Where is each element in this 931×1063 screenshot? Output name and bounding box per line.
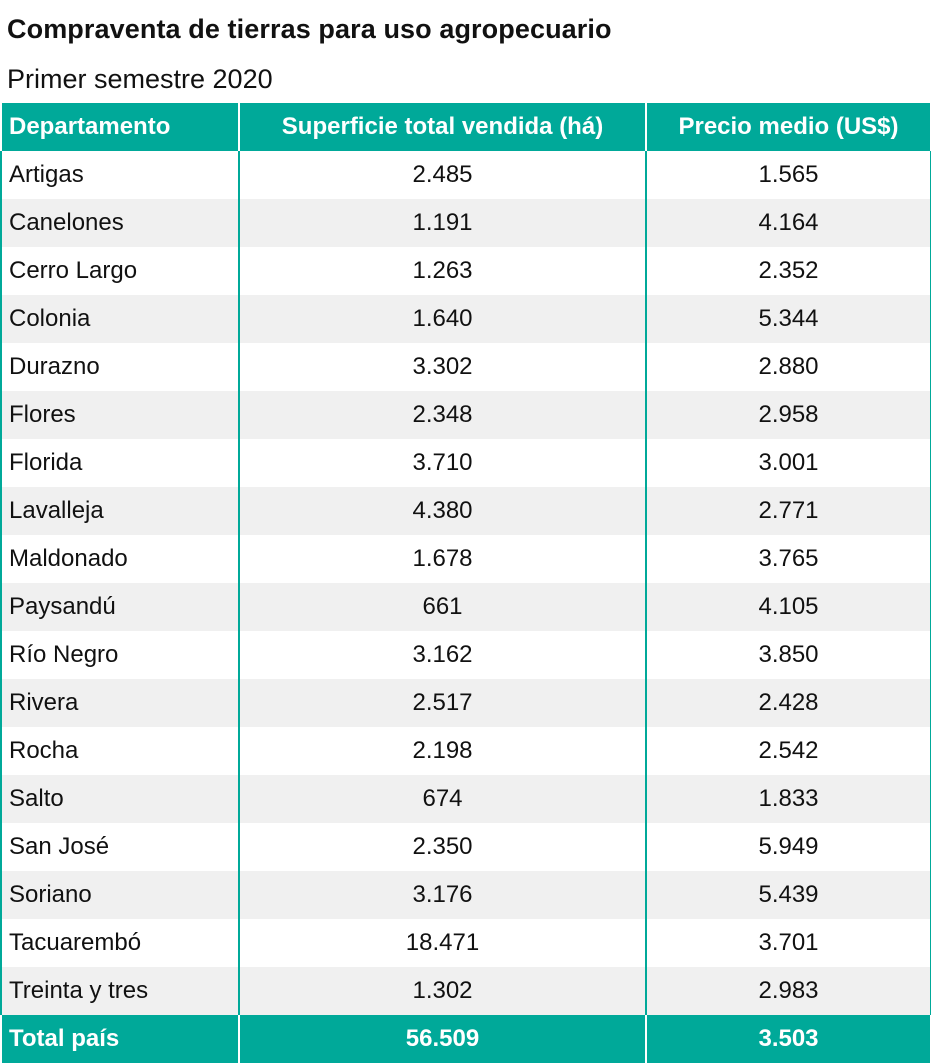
cell-precio: 3.001: [645, 439, 931, 487]
cell-precio: 4.105: [645, 583, 931, 631]
table-row: San José 2.350 5.949: [0, 823, 931, 871]
table-row: Rivera 2.517 2.428: [0, 679, 931, 727]
table-row: Lavalleja 4.380 2.771: [0, 487, 931, 535]
cell-precio: 5.344: [645, 295, 931, 343]
table-row: Salto 674 1.833: [0, 775, 931, 823]
table-row: Paysandú 661 4.105: [0, 583, 931, 631]
cell-precio: 2.880: [645, 343, 931, 391]
cell-departamento: Flores: [0, 391, 240, 439]
cell-departamento: Rivera: [0, 679, 240, 727]
cell-precio: 2.771: [645, 487, 931, 535]
cell-superficie: 1.263: [238, 247, 647, 295]
page-title: Compraventa de tierras para uso agropecu…: [7, 14, 612, 44]
table-row: Rocha 2.198 2.542: [0, 727, 931, 775]
cell-superficie: 2.517: [238, 679, 647, 727]
column-header-departamento: Departamento: [0, 103, 240, 151]
table-row: Colonia 1.640 5.344: [0, 295, 931, 343]
cell-superficie: 661: [238, 583, 647, 631]
total-precio: 3.503: [645, 1015, 931, 1063]
table-row: Treinta y tres 1.302 2.983: [0, 967, 931, 1015]
cell-superficie: 3.162: [238, 631, 647, 679]
cell-precio: 4.164: [645, 199, 931, 247]
cell-superficie: 2.348: [238, 391, 647, 439]
cell-departamento: Durazno: [0, 343, 240, 391]
table-row: Durazno 3.302 2.880: [0, 343, 931, 391]
cell-superficie: 3.710: [238, 439, 647, 487]
cell-departamento: Canelones: [0, 199, 240, 247]
cell-departamento: Río Negro: [0, 631, 240, 679]
cell-superficie: 1.678: [238, 535, 647, 583]
cell-departamento: Cerro Largo: [0, 247, 240, 295]
column-header-precio: Precio medio (US$): [645, 103, 931, 151]
table-header: Departamento Superficie total vendida (h…: [0, 103, 931, 151]
cell-superficie: 3.176: [238, 871, 647, 919]
table-row: Florida 3.710 3.001: [0, 439, 931, 487]
table-row: Canelones 1.191 4.164: [0, 199, 931, 247]
cell-superficie: 3.302: [238, 343, 647, 391]
cell-precio: 5.949: [645, 823, 931, 871]
table-row: Artigas 2.485 1.565: [0, 151, 931, 199]
page-subtitle: Primer semestre 2020: [7, 64, 273, 94]
total-superficie: 56.509: [238, 1015, 647, 1063]
cell-precio: 3.765: [645, 535, 931, 583]
cell-departamento: Rocha: [0, 727, 240, 775]
table-row: Cerro Largo 1.263 2.352: [0, 247, 931, 295]
cell-precio: 5.439: [645, 871, 931, 919]
table-row: Tacuarembó 18.471 3.701: [0, 919, 931, 967]
total-row: Total país 56.509 3.503: [0, 1015, 931, 1063]
cell-precio: 2.958: [645, 391, 931, 439]
cell-departamento: Soriano: [0, 871, 240, 919]
data-table: Departamento Superficie total vendida (h…: [0, 103, 931, 1063]
table-row: Flores 2.348 2.958: [0, 391, 931, 439]
cell-precio: 2.352: [645, 247, 931, 295]
cell-precio: 2.542: [645, 727, 931, 775]
cell-superficie: 1.640: [238, 295, 647, 343]
cell-precio: 2.983: [645, 967, 931, 1015]
table-body: Artigas 2.485 1.565 Canelones 1.191 4.164 Cerr…: [0, 151, 931, 1015]
total-label: Total país: [0, 1015, 240, 1063]
cell-departamento: Treinta y tres: [0, 967, 240, 1015]
cell-departamento: Colonia: [0, 295, 240, 343]
cell-superficie: 1.302: [238, 967, 647, 1015]
table-footer: Total país 56.509 3.503: [0, 1015, 931, 1063]
cell-departamento: Paysandú: [0, 583, 240, 631]
cell-superficie: 2.198: [238, 727, 647, 775]
cell-departamento: Maldonado: [0, 535, 240, 583]
cell-departamento: Florida: [0, 439, 240, 487]
cell-superficie: 674: [238, 775, 647, 823]
table-row: Maldonado 1.678 3.765: [0, 535, 931, 583]
cell-superficie: 18.471: [238, 919, 647, 967]
cell-precio: 1.565: [645, 151, 931, 199]
cell-departamento: Salto: [0, 775, 240, 823]
cell-departamento: San José: [0, 823, 240, 871]
cell-departamento: Artigas: [0, 151, 240, 199]
cell-precio: 1.833: [645, 775, 931, 823]
header-row: Departamento Superficie total vendida (h…: [0, 103, 931, 151]
cell-precio: 3.701: [645, 919, 931, 967]
column-header-superficie: Superficie total vendida (há): [238, 103, 647, 151]
cell-superficie: 2.350: [238, 823, 647, 871]
table-row: Soriano 3.176 5.439: [0, 871, 931, 919]
cell-superficie: 2.485: [238, 151, 647, 199]
cell-departamento: Tacuarembó: [0, 919, 240, 967]
cell-precio: 2.428: [645, 679, 931, 727]
cell-departamento: Lavalleja: [0, 487, 240, 535]
cell-superficie: 4.380: [238, 487, 647, 535]
cell-precio: 3.850: [645, 631, 931, 679]
cell-superficie: 1.191: [238, 199, 647, 247]
table-row: Río Negro 3.162 3.850: [0, 631, 931, 679]
